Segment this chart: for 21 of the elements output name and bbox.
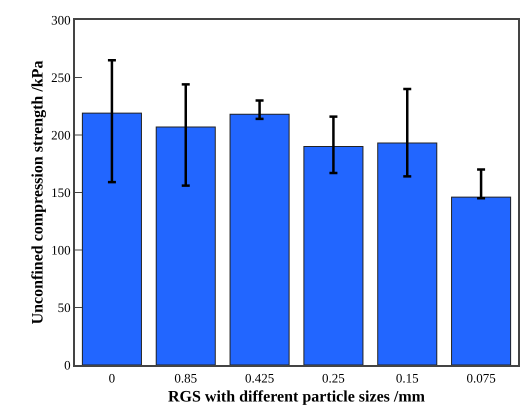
y-tick-label: 50: [58, 300, 71, 316]
x-tick-label: 0: [108, 370, 116, 386]
x-tick-label: 0.15: [396, 370, 419, 386]
x-tick-label: 0.25: [322, 370, 345, 386]
bar: [156, 126, 216, 365]
y-tick-label: 100: [51, 242, 71, 258]
y-tick-label: 250: [51, 70, 71, 86]
y-tick-label: 0: [64, 358, 71, 373]
x-tick-label: 0.425: [244, 370, 274, 386]
x-axis-title: RGS with different particle sizes /mm: [168, 388, 426, 406]
y-tick-label: 300: [51, 12, 71, 28]
x-tick-label: 0.075: [466, 370, 496, 386]
bar: [303, 146, 364, 365]
bar: [377, 142, 438, 365]
y-axis-title: Unconfined compression strength /kPa: [30, 60, 47, 324]
bar: [230, 114, 290, 365]
x-tick-label: 0.85: [174, 370, 198, 386]
y-tick-label: 200: [51, 128, 71, 143]
bar: [82, 112, 142, 365]
y-tick-label: 150: [51, 185, 71, 200]
bar: [451, 196, 512, 365]
